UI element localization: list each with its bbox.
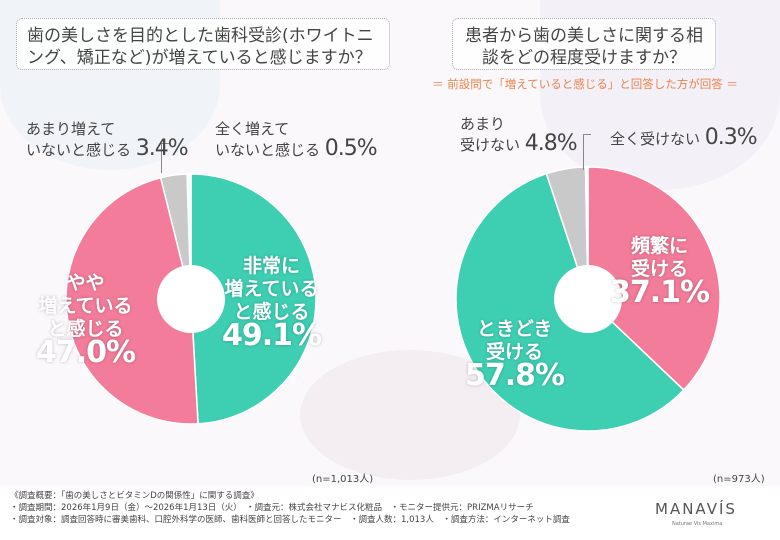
survey-footer: 《調査概要：「歯の美しさとビタミンDの関係性」に関する調査》 ・調査期間：202…	[0, 486, 780, 540]
label-slightly-not: あまり増えて いないと感じる 3.4%	[26, 120, 189, 161]
label-very-increased: 非常に 増えている と感じる 49.1%	[222, 255, 322, 353]
footer-line: 《調査概要：「歯の美しさとビタミンDの関係性」に関する調査》	[10, 491, 259, 501]
question-2-title: 患者から歯の美しさに関する相談をどの程度受けますか？	[452, 18, 716, 70]
label-somewhat-increased: やや 増えている と感じる 47.0%	[36, 272, 136, 370]
question-1-title: 歯の美しさを目的とした歯科受診(ホワイトニング、矯正など)が増えていると感じます…	[16, 18, 390, 70]
label-rarely: あまり 受けない 4.8%	[460, 115, 578, 156]
brand-tagline: Naturae Vis Maxima	[672, 521, 723, 527]
brand-logo: MANAVÍS	[655, 500, 737, 518]
leader-line	[161, 143, 169, 173]
label-frequently: 頻繁に 受ける 37.1%	[610, 235, 710, 310]
sample-size-2: (n=973人)	[713, 474, 765, 485]
pie-hole	[554, 265, 622, 333]
pie-slice	[65, 176, 199, 425]
pie-slice	[587, 166, 721, 392]
sample-size-1: (n=1,013人)	[312, 474, 374, 485]
leader-line	[583, 134, 591, 170]
footer-line: ・調査対象：調査回答時に審美歯科、口腔外科学の医師、歯科医師と回答したモニター …	[10, 515, 570, 525]
label-not-at-all: 全く増えて いないと感じる 0.5%	[215, 120, 378, 161]
question-2-subtitle: ＝ 前設問で「増えていると感じる」と回答した方が回答 ＝	[432, 77, 738, 91]
label-sometimes: ときどき 受ける 57.8%	[465, 318, 565, 393]
pie-slice	[190, 173, 317, 425]
pie-hole	[157, 265, 225, 333]
label-never: 全く受けない 0.3%	[610, 125, 758, 150]
footer-line: ・調査期間：2026年1月9日（金）～2026年1月13日（火） ・調査元：株式…	[10, 503, 534, 513]
